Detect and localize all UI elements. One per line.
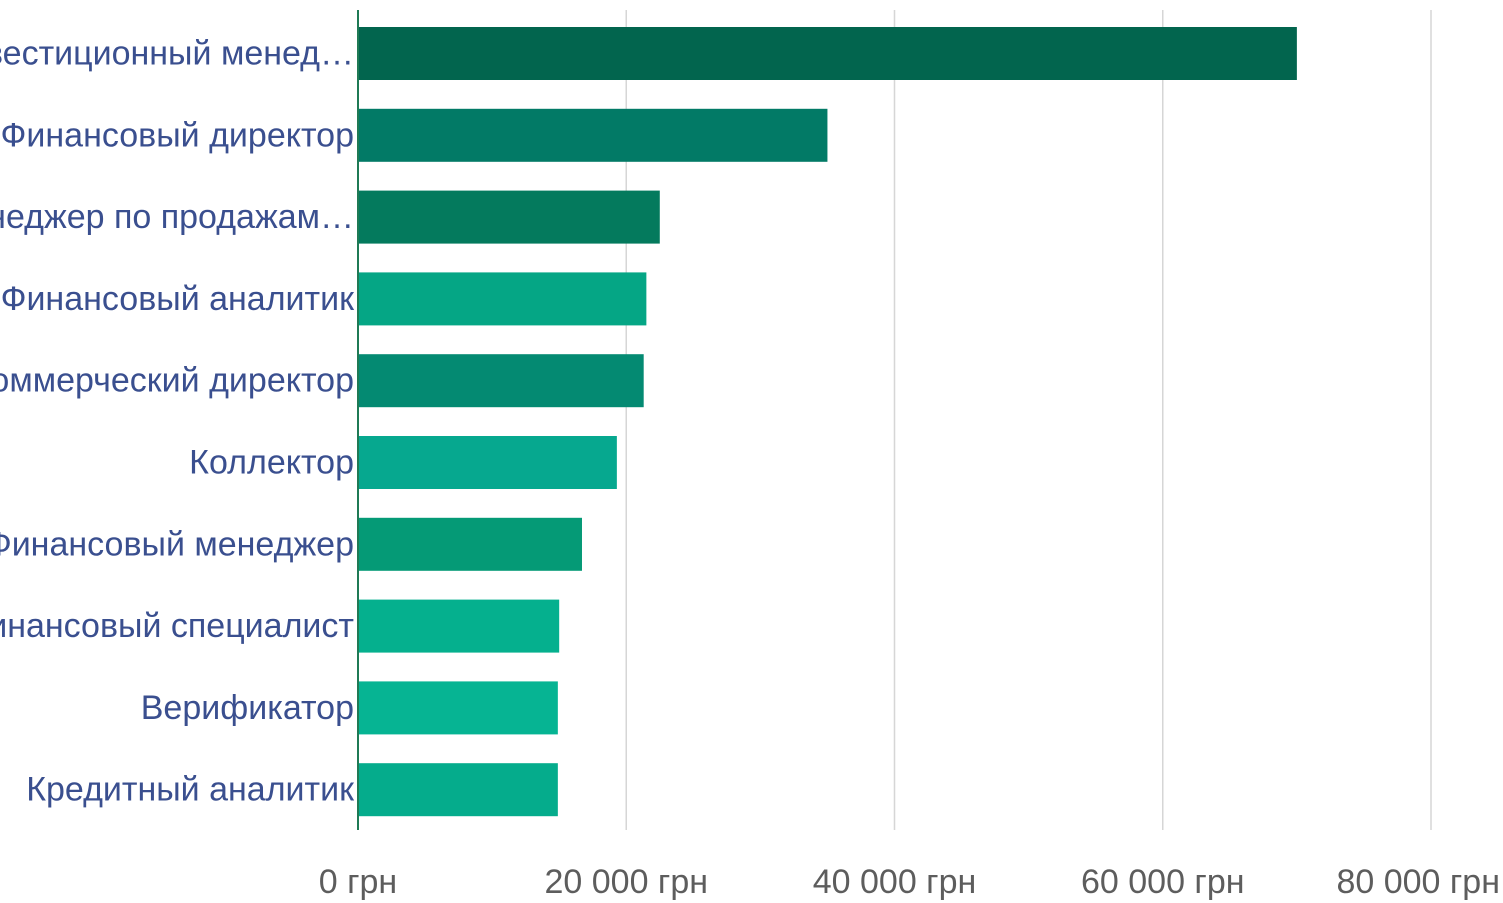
category-label-8: Верификатор xyxy=(141,689,354,727)
category-label-6: Финансовый менеджер xyxy=(0,525,354,563)
category-label-4: Коммерческий директор xyxy=(0,362,354,400)
x-tick-label-0: 0 грн xyxy=(319,863,397,901)
category-label-5: Коллектор xyxy=(189,444,354,482)
x-tick-label-1: 20 000 грн xyxy=(544,863,708,901)
category-label-3: Финансовый аналитик xyxy=(1,280,356,318)
bar-7[interactable] xyxy=(358,599,560,653)
bar-8[interactable] xyxy=(358,681,558,735)
bar-2[interactable] xyxy=(358,190,660,244)
bar-9[interactable] xyxy=(358,763,558,817)
bar-3[interactable] xyxy=(358,272,647,326)
bar-5[interactable] xyxy=(358,436,617,489)
category-label-7: Финансовый специалист xyxy=(0,607,354,645)
x-tick-label-2: 40 000 грн xyxy=(813,863,977,901)
category-label-1: Финансовый директор xyxy=(1,116,354,154)
bar-1[interactable] xyxy=(358,108,828,162)
x-tick-label-4: 80 000 грн xyxy=(1336,863,1500,901)
category-label-9: Кредитный аналитик xyxy=(26,771,355,809)
category-label-2: Менеджер по продажам… xyxy=(0,198,354,236)
x-tick-label-3: 60 000 грн xyxy=(1081,863,1245,901)
bar-4[interactable] xyxy=(358,354,644,408)
category-label-0: Инвестиционный менед… xyxy=(0,35,354,73)
bar-6[interactable] xyxy=(358,517,582,571)
bar-0[interactable] xyxy=(358,27,1297,80)
